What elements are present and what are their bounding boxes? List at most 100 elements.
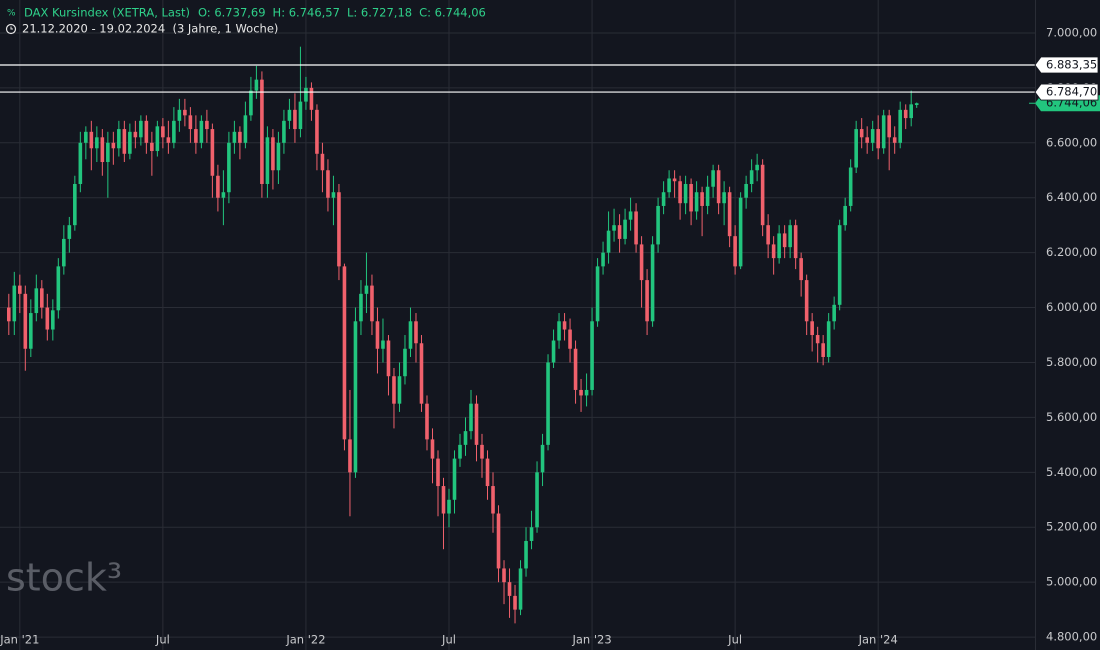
candle-body [436,458,440,487]
candle-body [870,129,875,143]
candle-body [408,321,413,349]
candle-body [210,129,215,176]
candle-body [788,225,792,248]
candle-body [177,109,182,121]
candle-body [463,431,468,445]
candle-body [249,90,253,116]
hline-label: 6.883,35 [1046,57,1097,71]
candle-body [397,376,402,404]
candle-body [535,472,539,528]
candle-body [62,238,66,267]
candle-body [199,120,204,143]
candle-body [12,285,17,322]
y-tick-label: 5.600,00 [1046,410,1097,424]
candle-body [34,288,39,314]
candle-body [843,205,847,226]
candle-body [914,103,919,105]
candle-body [375,321,380,349]
x-tick-label: Jan '23 [571,633,611,647]
candle-body [452,458,457,500]
candle-body [837,225,842,305]
y-tick-label: 6.200,00 [1046,245,1097,259]
watermark: stock³ [6,556,122,600]
candle-body [623,219,627,239]
candle-body [755,164,759,171]
y-tick-label: 5.800,00 [1046,355,1097,369]
y-tick-label: 4.800,00 [1046,630,1097,644]
candle-body [705,186,710,206]
candle-body [661,192,666,206]
candle-body [331,192,336,198]
y-tick-label: 5.400,00 [1046,465,1097,479]
candle-body [51,310,55,330]
candle-body [430,439,435,459]
candle-body [265,137,270,184]
header: % DAX Kursindex (XETRA, Last) O: 6.737,6… [5,6,486,36]
candle-body [639,244,644,281]
candle-body [287,109,292,121]
series-name: DAX Kursindex (XETRA, Last) [24,6,190,20]
candle-body [744,183,748,198]
candle-body [95,137,99,149]
candle-body [584,389,589,396]
candle-body [359,293,363,322]
candle-body [194,129,198,143]
candle-body [887,115,891,138]
candle-body [804,280,809,322]
candle-body [568,329,572,349]
candle-body [276,142,281,171]
candle-body [722,192,726,204]
hline-tag [1034,56,1099,74]
candle-body [892,137,897,143]
clock-hands [10,26,13,30]
candle-body [150,142,154,152]
candle-body [447,499,451,514]
ohlc-label: H: 6.746,57 [273,6,340,20]
candle-body [749,170,754,184]
ohlc-values: O: 6.737,69 H: 6.746,57 L: 6.727,18 C: 6.74… [198,6,486,20]
candle-body [689,183,693,212]
candle-body [155,126,160,152]
candle-body [40,288,44,308]
candle-body [342,266,347,440]
candle-body [348,439,352,473]
candle-body [601,252,605,267]
candle-body [656,205,660,245]
candle-body [491,486,495,514]
candle-body [23,293,28,349]
candle-body [832,304,836,322]
candle-body [650,244,655,322]
candle-body [771,244,776,259]
candle-body [84,131,88,143]
candle-body [645,280,649,322]
candle-body [282,120,286,143]
y-tick-label: 7.000,00 [1046,25,1097,39]
candle-body [557,321,561,341]
candle-body [678,181,682,204]
candle-body [414,321,418,344]
candle-body [18,285,22,294]
candle-body [139,120,143,138]
x-tick-label: Jan '22 [285,633,325,647]
candle-body [128,131,132,154]
candle-body [315,109,319,154]
candle-body [386,340,391,377]
candle-body [370,285,374,322]
candle-body [733,236,737,267]
candle-body [551,340,556,363]
candle-body [232,131,237,143]
candle-body [243,115,248,143]
candle-body [617,225,622,239]
candle-body [78,142,83,184]
candle-body [458,444,462,459]
candle-body [271,137,275,171]
ohlc-label: L: 6.727,18 [347,6,412,20]
y-tick-label: 5.000,00 [1046,575,1097,589]
candle-body [562,321,567,330]
candle-body [304,87,308,102]
candle-body [606,230,611,253]
